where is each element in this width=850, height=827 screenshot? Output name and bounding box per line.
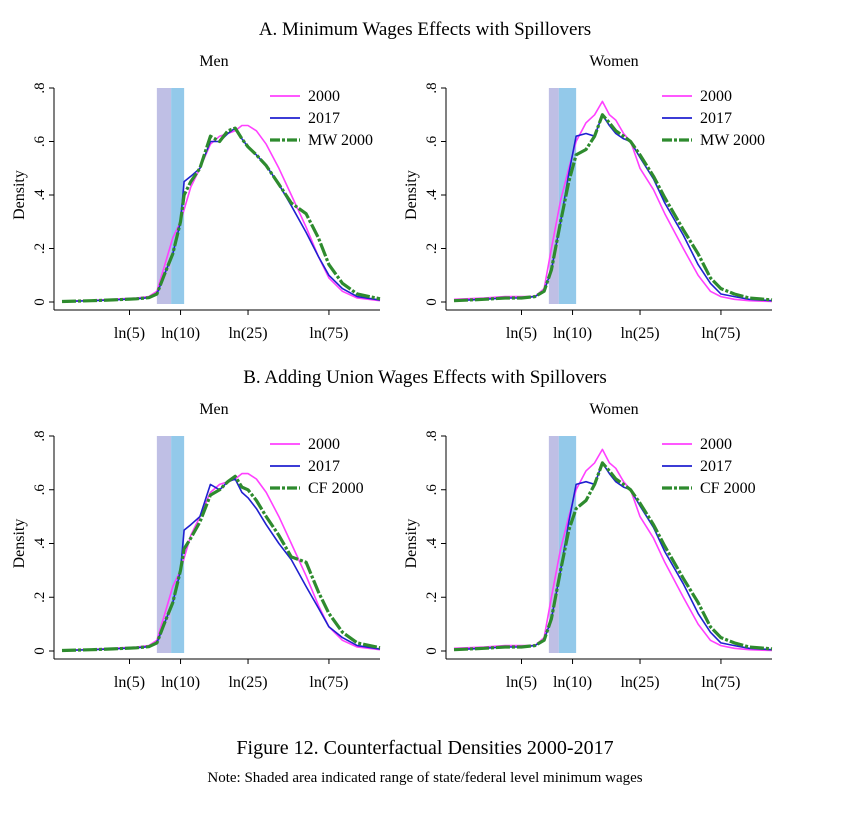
x-tick-label: ln(10) xyxy=(161,325,200,342)
y-tick-label: .4 xyxy=(424,189,440,201)
x-tick-label: ln(25) xyxy=(228,325,267,342)
series-line xyxy=(61,478,381,652)
y-tick-label: .2 xyxy=(424,592,440,603)
legend-label: 2017 xyxy=(700,110,732,127)
density-chart: Men 0 .2 .4 .6 .8 Density ln(5) ln(10) ln(25) ln(7… xyxy=(11,53,381,342)
density-chart: Women 0 .2 .4 .6 .8 Density ln(5) ln(10) ln(25) ln… xyxy=(403,401,773,691)
y-axis-label: Density xyxy=(11,170,28,220)
x-tick-label: ln(75) xyxy=(701,674,740,691)
legend-label: 2000 xyxy=(700,88,732,105)
min-wage-band-low xyxy=(156,436,172,653)
y-tick-label: 0 xyxy=(32,298,48,306)
series-line xyxy=(61,124,381,302)
subplot-title: Men xyxy=(199,53,228,70)
y-axis-label: Density xyxy=(403,519,420,569)
x-tick-label: ln(75) xyxy=(309,325,348,342)
series-line xyxy=(453,113,773,303)
y-tick-label: .8 xyxy=(32,430,48,441)
x-tick-label: ln(10) xyxy=(553,674,592,691)
y-tick-label: .2 xyxy=(32,243,48,254)
y-tick-label: .4 xyxy=(32,189,48,201)
min-wage-band-low xyxy=(156,88,172,304)
y-axis-label: Density xyxy=(403,170,420,220)
x-tick-label: ln(5) xyxy=(114,674,145,691)
panel-title: A. Minimum Wages Effects with Spillovers xyxy=(259,19,591,40)
x-tick-label: ln(5) xyxy=(114,325,145,342)
y-tick-label: 0 xyxy=(424,647,440,655)
y-tick-label: .8 xyxy=(424,430,440,441)
density-chart: Women 0 .2 .4 .6 .8 Density ln(5) ln(10) ln(25) ln… xyxy=(403,53,773,342)
figure-title: Figure 12. Counterfactual Densities 2000… xyxy=(236,737,614,759)
x-tick-label: ln(5) xyxy=(506,325,537,342)
x-tick-label: ln(10) xyxy=(553,325,592,342)
y-tick-label: .2 xyxy=(32,592,48,603)
min-wage-band-low xyxy=(548,88,559,304)
panel-title: B. Adding Union Wages Effects with Spill… xyxy=(243,367,607,388)
legend-label: 2000 xyxy=(700,436,732,453)
figure-note: Note: Shaded area indicated range of sta… xyxy=(207,770,643,786)
y-tick-label: .4 xyxy=(32,537,48,549)
subplot-title: Women xyxy=(589,53,638,70)
x-tick-label: ln(25) xyxy=(228,674,267,691)
y-tick-label: .6 xyxy=(424,484,440,496)
figure-canvas: A. Minimum Wages Effects with Spillovers… xyxy=(11,19,773,691)
legend-label: 2017 xyxy=(308,458,340,475)
legend-label: CF 2000 xyxy=(308,480,364,497)
legend-label: 2017 xyxy=(700,458,732,475)
legend-label: 2017 xyxy=(308,110,340,127)
series-line xyxy=(61,127,381,303)
subplot-title: Men xyxy=(199,401,228,418)
subplot-title: Women xyxy=(589,401,638,418)
y-tick-label: 0 xyxy=(32,647,48,655)
y-tick-label: .8 xyxy=(424,82,440,93)
y-tick-label: .2 xyxy=(424,243,440,254)
x-tick-label: ln(10) xyxy=(161,674,200,691)
legend-label: 2000 xyxy=(308,88,340,105)
y-axis-label: Density xyxy=(11,519,28,569)
y-tick-label: .6 xyxy=(32,135,48,147)
y-tick-label: .4 xyxy=(424,537,440,549)
legend-label: 2000 xyxy=(308,436,340,453)
legend-label: MW 2000 xyxy=(308,132,373,149)
density-chart: Men 0 .2 .4 .6 .8 Density ln(5) ln(10) ln(25) ln(7… xyxy=(11,401,381,691)
y-tick-label: .6 xyxy=(32,484,48,496)
series-line xyxy=(61,474,381,653)
x-tick-label: ln(25) xyxy=(620,674,659,691)
y-tick-label: .8 xyxy=(32,82,48,93)
series-line xyxy=(61,472,381,651)
x-tick-label: ln(75) xyxy=(701,325,740,342)
x-tick-label: ln(25) xyxy=(620,325,659,342)
legend-label: MW 2000 xyxy=(700,132,765,149)
x-tick-label: ln(5) xyxy=(506,674,537,691)
series-line xyxy=(61,126,381,304)
series-line xyxy=(453,461,773,652)
min-wage-band-low xyxy=(548,436,559,653)
legend-label: CF 2000 xyxy=(700,480,756,497)
y-tick-label: .6 xyxy=(424,135,440,147)
y-tick-label: 0 xyxy=(424,298,440,306)
x-tick-label: ln(75) xyxy=(309,674,348,691)
